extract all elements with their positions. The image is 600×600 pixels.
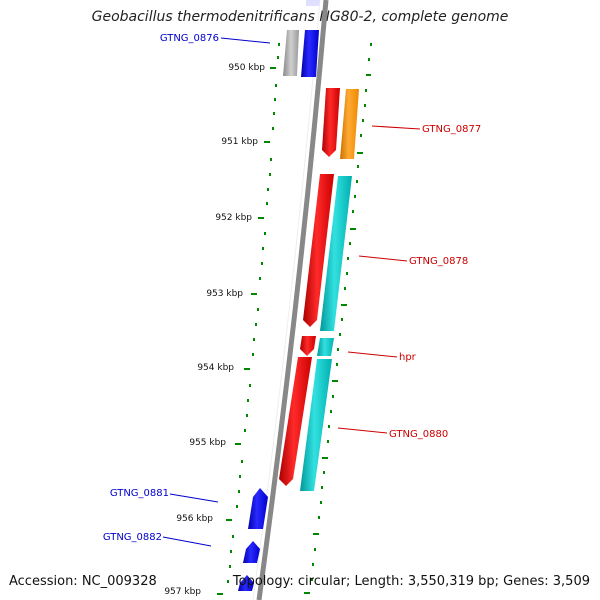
inner-guide-dots <box>217 43 280 595</box>
topology-text: Topology: circular; Length: 3,550,319 bp… <box>232 574 590 589</box>
connector-gtng-0882 <box>162 536 212 547</box>
genome-title: Geobacillus thermodenitrificans NG80-2, … <box>91 9 509 25</box>
gene-label-hpr[interactable]: hpr <box>399 352 417 363</box>
genome-backbone <box>256 0 329 600</box>
connector-gtng-0878 <box>358 255 408 262</box>
feature-top-fragment <box>306 0 320 6</box>
feature-gtng-0876[interactable] <box>301 30 319 77</box>
feature-gtng-0877-red[interactable] <box>322 88 340 157</box>
tick-label-952: 952 kbp <box>215 213 252 223</box>
gene-label-gtng-0881[interactable]: GTNG_0881 <box>110 488 169 499</box>
tick-label-955: 955 kbp <box>189 438 226 448</box>
feature-gtng-0882[interactable] <box>243 541 260 563</box>
gene-label-gtng-0878[interactable]: GTNG_0878 <box>409 256 468 267</box>
feature-gtng-0880-red[interactable] <box>279 357 312 486</box>
feature-hpr[interactable] <box>300 336 316 356</box>
feature-hpr-cyan[interactable] <box>317 338 334 356</box>
gene-label-gtng-0877[interactable]: GTNG_0877 <box>422 124 481 135</box>
feature-gtng-0878-cyan[interactable] <box>320 176 352 331</box>
feature-gtng-0877-orange[interactable] <box>340 89 359 159</box>
feature-bottom-blue[interactable] <box>238 575 254 591</box>
tick-label-950: 950 kbp <box>228 63 265 73</box>
gene-label-gtng-0882[interactable]: GTNG_0882 <box>103 532 162 543</box>
connector-gtng-0880 <box>337 427 388 434</box>
connector-gtng-0876 <box>220 37 271 44</box>
gene-label-gtng-0880[interactable]: GTNG_0880 <box>389 429 448 440</box>
connector-hpr <box>347 351 398 358</box>
gene-label-gtng-0876[interactable]: GTNG_0876 <box>160 33 219 44</box>
feature-gray-block[interactable] <box>283 30 299 76</box>
feature-gtng-0880-cyan[interactable] <box>300 359 332 491</box>
tick-label-954: 954 kbp <box>197 363 234 373</box>
outer-guide-dots <box>304 43 372 594</box>
tick-label-956: 956 kbp <box>176 514 213 524</box>
feature-gtng-0881[interactable] <box>248 488 268 529</box>
connector-gtng-0877 <box>371 125 421 130</box>
connector-gtng-0881 <box>169 493 219 503</box>
tick-label-957: 957 kbp <box>164 587 201 597</box>
feature-gtng-0878-red[interactable] <box>303 174 334 327</box>
tick-label-953: 953 kbp <box>206 289 243 299</box>
tick-label-951: 951 kbp <box>221 137 258 147</box>
accession-text: Accession: NC_009328 <box>9 574 157 589</box>
